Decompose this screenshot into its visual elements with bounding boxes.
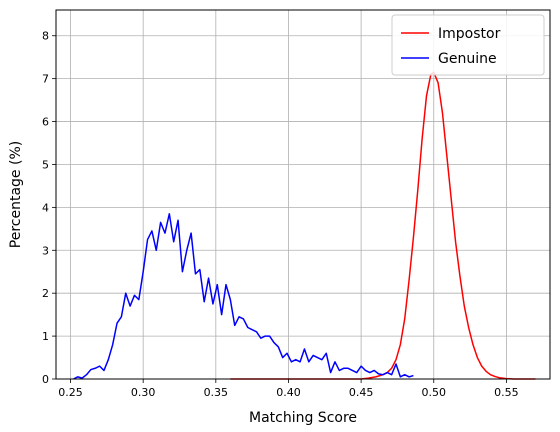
y-tick-label: 1 — [42, 330, 49, 343]
x-tick-label: 0.45 — [349, 386, 374, 399]
y-tick-label: 2 — [42, 287, 49, 300]
x-axis: 0.25 0.30 0.35 0.40 0.45 0.50 0.55 — [58, 379, 519, 399]
x-tick-label: 0.30 — [131, 386, 156, 399]
legend-label: Impostor — [438, 26, 501, 42]
y-tick-label: 5 — [42, 158, 49, 171]
series-line-genuine — [73, 213, 414, 380]
plot-frame — [55, 9, 551, 380]
x-tick-label: 0.25 — [58, 386, 83, 399]
y-tick-label: 3 — [42, 244, 49, 257]
x-tick-label: 0.50 — [422, 386, 447, 399]
legend-label: Genuine — [438, 51, 497, 67]
y-tick-label: 7 — [42, 73, 49, 86]
x-axis-title: Matching Score — [249, 410, 357, 426]
legend-box — [391, 14, 545, 76]
y-tick-label: 0 — [42, 373, 49, 386]
y-tick-label: 4 — [42, 201, 49, 214]
x-tick-label: 0.55 — [494, 386, 519, 399]
x-tick-label: 0.35 — [204, 386, 229, 399]
y-tick-label: 6 — [42, 116, 49, 129]
legend: Impostor Genuine — [391, 14, 545, 76]
y-axis: 0 1 2 3 4 5 6 7 8 — [42, 30, 56, 386]
x-tick-label: 0.40 — [276, 386, 301, 399]
y-tick-label: 8 — [42, 30, 49, 43]
y-axis-title: Percentage (%) — [8, 141, 24, 248]
